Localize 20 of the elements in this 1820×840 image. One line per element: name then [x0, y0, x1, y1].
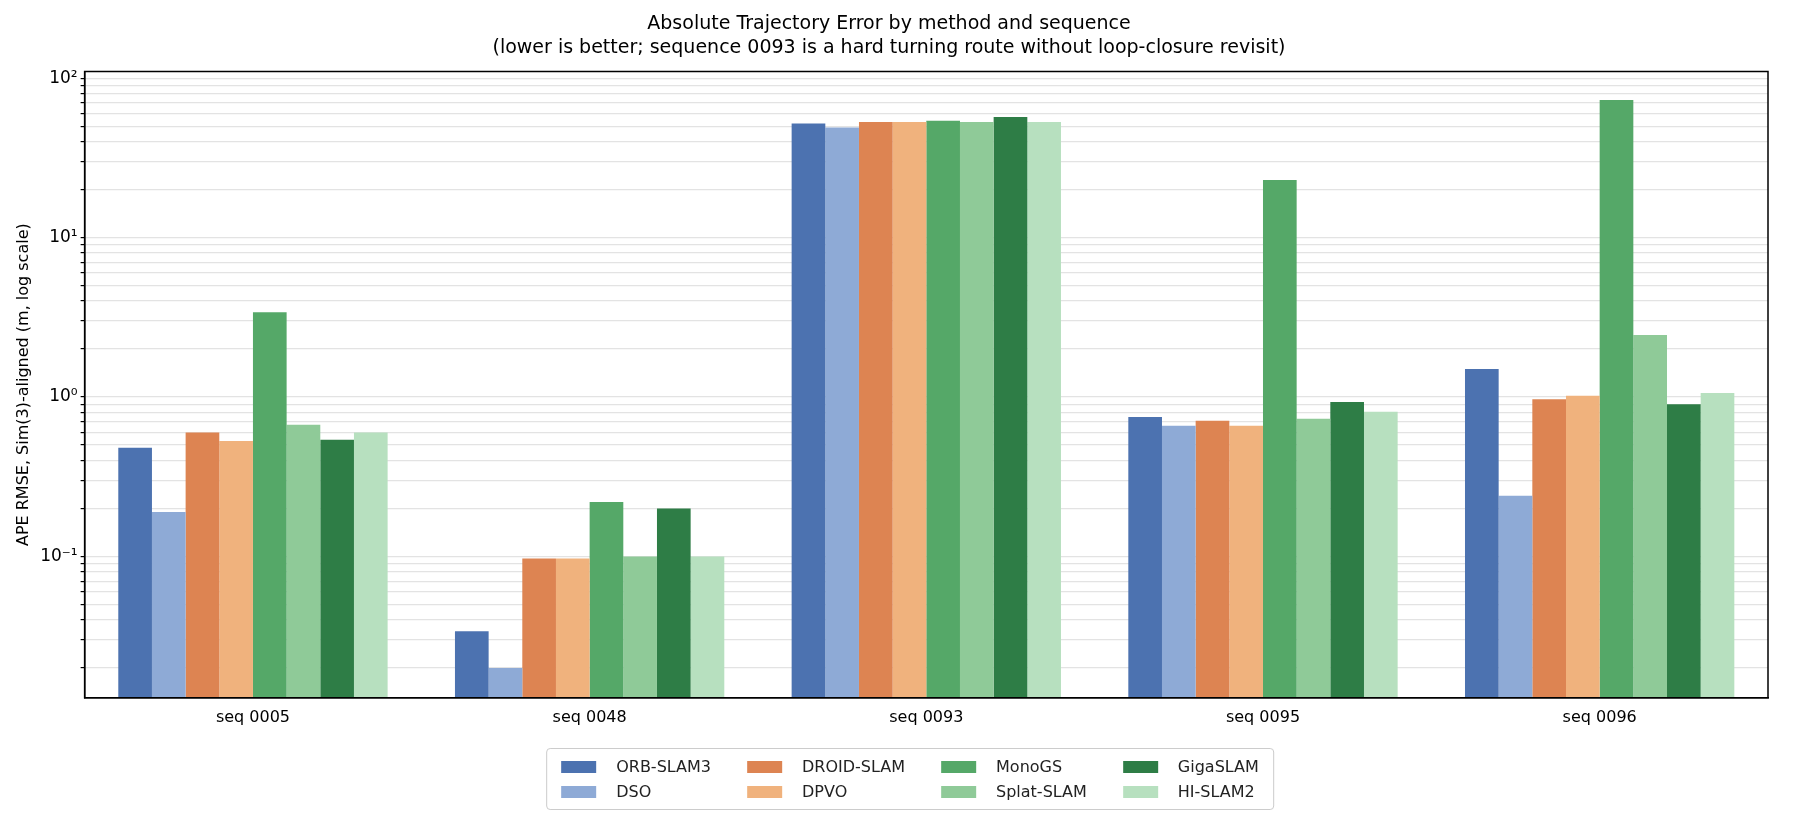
legend-label: HI-SLAM2	[1177, 782, 1255, 801]
y-tick-label: 10⁻¹	[40, 544, 78, 565]
y-tick-label: 10²	[49, 66, 78, 87]
y-tick-label: 10⁰	[49, 385, 78, 406]
legend-label: DPVO	[802, 782, 848, 801]
legend-label: GigaSLAM	[1177, 757, 1259, 776]
legend-label: DROID-SLAM	[802, 757, 906, 776]
x-tick-label: seq 0096	[1562, 706, 1637, 726]
x-tick-label: seq 0093	[889, 706, 964, 726]
x-tick-label: seq 0005	[215, 706, 291, 726]
y-axis-title: APE RMSE, Sim(3)-aligned (m, log scale)	[12, 223, 32, 547]
legend-label: DSO	[616, 782, 652, 801]
x-tick-label: seq 0048	[552, 706, 627, 726]
x-tick-label: seq 0095	[1225, 706, 1301, 726]
legend-label: ORB-SLAM3	[616, 757, 711, 776]
y-tick-label: 10¹	[49, 225, 78, 246]
legend-label: MonoGS	[996, 757, 1063, 776]
chart-title: Absolute Trajectory Error by method and sequence	[647, 10, 1131, 33]
legend-label: Splat-SLAM	[996, 782, 1087, 801]
chart-subtitle: (lower is better; sequence 0093 is a hard turning route without loop-closure revisit)	[492, 34, 1286, 57]
